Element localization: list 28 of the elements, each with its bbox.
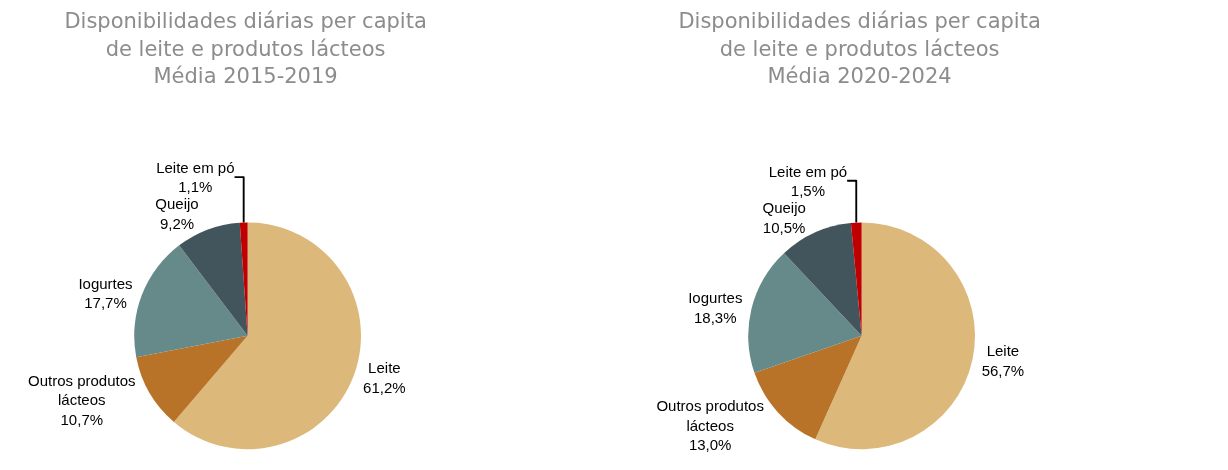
data-label: 1,1% <box>178 178 213 196</box>
pie-slice <box>136 335 248 422</box>
slice-label: Queijo <box>155 195 199 213</box>
chart-title: Disponibilidades diárias per capita de leite e produtos lácteos Média 2015-2019 <box>64 9 427 88</box>
slice-label: Iogurtes <box>688 289 743 307</box>
pie-slice <box>815 222 975 450</box>
slice-label: Leite em pó <box>768 162 848 180</box>
data-label: 17,7% <box>84 294 127 312</box>
data-label: 18,3% <box>694 308 737 326</box>
data-label: 10,5% <box>762 218 806 236</box>
data-label: 61,2% <box>363 378 406 396</box>
data-label: 1,5% <box>790 182 826 200</box>
data-label: 9,2% <box>159 214 195 232</box>
data-label: 13,0% <box>688 436 732 454</box>
slice-label: Outros produtos lácteos <box>28 371 136 409</box>
slice-label: Queijo <box>762 199 806 217</box>
chart-title: Disponibilidades diárias per capita de leite e produtos lácteos Média 2020-2024 <box>678 9 1041 88</box>
slice-label: Leite <box>986 342 1020 360</box>
data-label: 56,7% <box>981 361 1025 379</box>
slice-label: Iogurtes <box>78 274 133 292</box>
pie-slice <box>748 253 862 373</box>
pie-slice <box>134 245 248 358</box>
pie-slice <box>850 222 862 336</box>
slice-label: Leite em pó <box>156 158 235 176</box>
slice-label: Outros produtos lácteos <box>656 397 764 434</box>
slice-label: Leite <box>368 359 401 377</box>
pie-slice <box>239 222 248 336</box>
data-label: 10,7% <box>60 410 104 428</box>
